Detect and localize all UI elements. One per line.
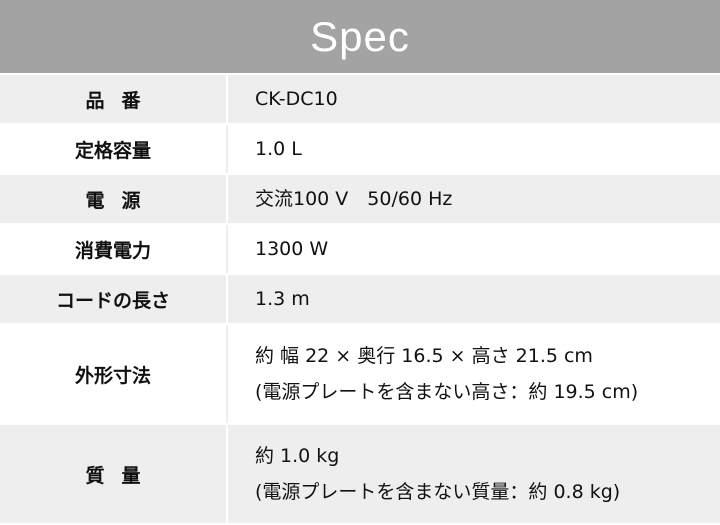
row-label: 消費電力 (0, 225, 228, 273)
spec-row-cord-length: コードの長さ 1.3 m (0, 275, 720, 323)
row-value: CK-DC10 (255, 88, 338, 110)
spec-row-dimensions: 外形寸法 約 幅 22 × 奥行 16.5 × 高さ 21.5 cm (電源プレ… (0, 325, 720, 423)
row-value: 1.3 m (255, 288, 310, 310)
row-label: コードの長さ (0, 275, 228, 323)
spec-header: Spec (0, 0, 720, 73)
row-value: 1300 W (255, 238, 329, 260)
spec-row-capacity: 定格容量 1.0 L (0, 125, 720, 173)
spec-row-model: 品番 CK-DC10 (0, 75, 720, 123)
row-label: 電源 (0, 175, 228, 223)
spec-row-weight: 質量 約 1.0 kg (電源プレートを含まない質量：約 0.8 kg) (0, 425, 720, 523)
row-label: 外形寸法 (0, 325, 228, 423)
row-value-note: (電源プレートを含まない高さ：約 19.5 cm) (255, 381, 639, 403)
spec-row-power-consumption: 消費電力 1300 W (0, 225, 720, 273)
page-title: Spec (310, 12, 410, 60)
spec-row-power-source: 電源 交流100 V 50/60 Hz (0, 175, 720, 223)
row-value: 約 1.0 kg (255, 445, 340, 467)
row-label: 品番 (0, 75, 228, 123)
row-label: 定格容量 (0, 125, 228, 173)
row-value: 約 幅 22 × 奥行 16.5 × 高さ 21.5 cm (255, 345, 593, 367)
row-value-note: (電源プレートを含まない質量：約 0.8 kg) (255, 481, 621, 503)
row-value: 1.0 L (255, 138, 302, 160)
row-label: 質量 (0, 425, 228, 523)
spec-table: 品番 CK-DC10 定格容量 1.0 L 電源 交流100 V 50/60 H… (0, 75, 720, 523)
row-value: 交流100 V 50/60 Hz (255, 188, 453, 210)
